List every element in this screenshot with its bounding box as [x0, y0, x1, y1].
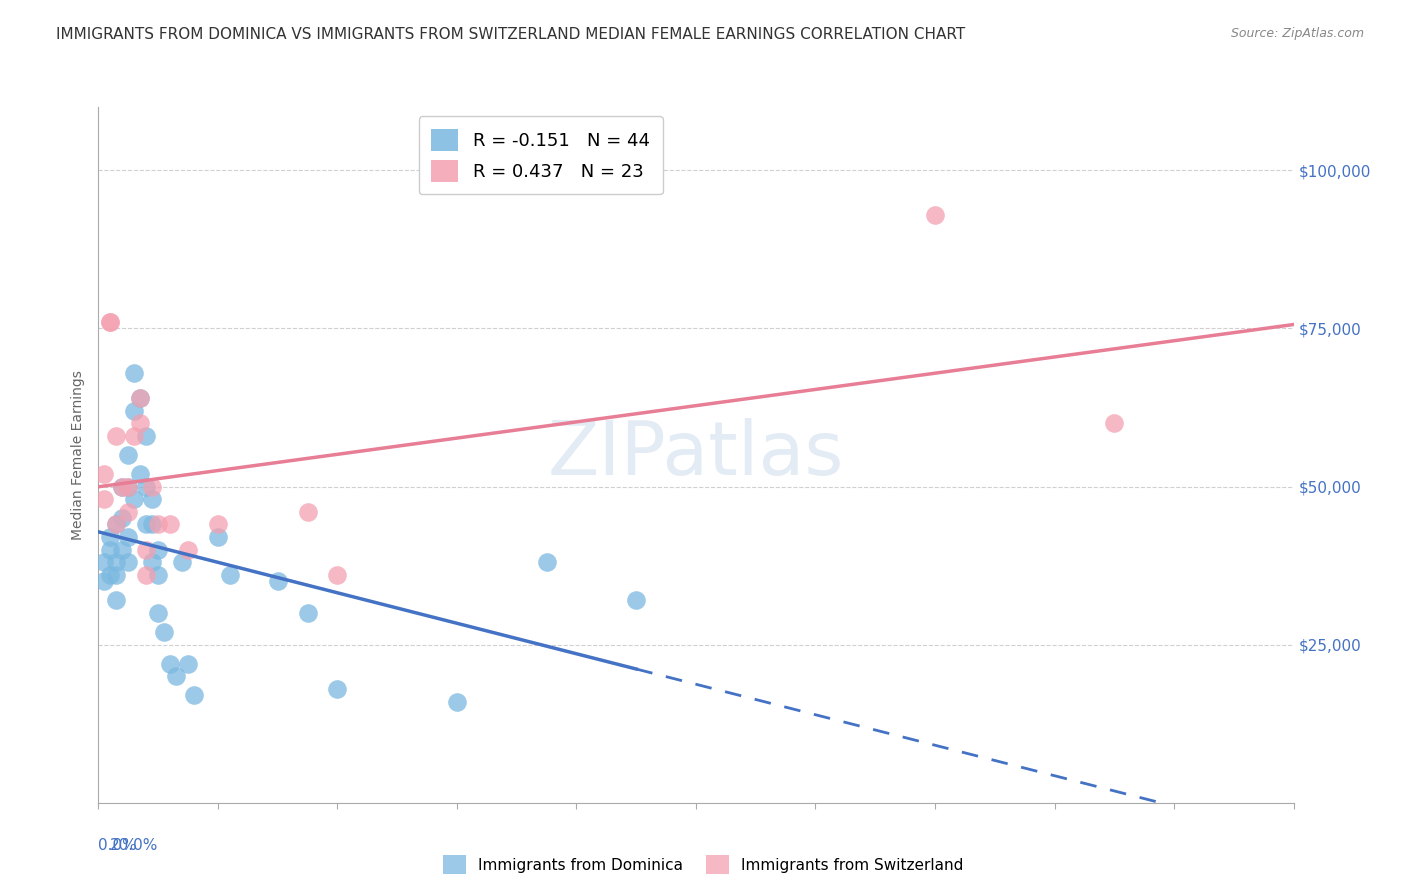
Point: [297, 606, 319, 620]
Point: [105, 517, 128, 532]
Point: [148, 568, 170, 582]
Point: [924, 208, 946, 222]
Point: [124, 403, 146, 417]
Point: [111, 542, 134, 557]
Point: [141, 479, 163, 493]
Point: [141, 556, 163, 570]
Point: [219, 568, 242, 582]
Point: [148, 542, 170, 557]
Point: [98, 315, 122, 329]
Point: [111, 479, 134, 493]
Point: [183, 688, 205, 702]
Point: [124, 366, 146, 380]
Point: [129, 391, 152, 405]
Point: [141, 492, 163, 507]
Point: [98, 542, 122, 557]
Point: [297, 505, 319, 519]
Point: [267, 574, 290, 589]
Point: [446, 695, 468, 709]
Point: [117, 479, 139, 493]
Point: [153, 625, 176, 640]
Point: [117, 556, 139, 570]
Point: [105, 568, 128, 582]
Point: [129, 391, 152, 405]
Point: [117, 479, 139, 493]
Point: [93, 492, 115, 507]
Point: [135, 568, 157, 582]
Point: [326, 568, 349, 582]
Point: [148, 606, 170, 620]
Text: 0.0%: 0.0%: [98, 838, 138, 853]
Point: [124, 429, 146, 443]
Point: [165, 669, 187, 683]
Text: 20.0%: 20.0%: [110, 838, 159, 853]
Point: [93, 467, 115, 481]
Point: [135, 517, 157, 532]
Point: [172, 556, 194, 570]
Point: [135, 429, 157, 443]
Point: [207, 517, 229, 532]
Point: [536, 556, 558, 570]
Point: [135, 542, 157, 557]
Point: [129, 417, 152, 431]
Point: [177, 657, 200, 671]
Point: [129, 467, 152, 481]
Point: [105, 556, 128, 570]
Point: [141, 517, 163, 532]
Point: [105, 517, 128, 532]
Point: [105, 429, 128, 443]
Point: [117, 505, 139, 519]
Point: [135, 479, 157, 493]
Point: [117, 530, 139, 544]
Point: [111, 479, 134, 493]
Point: [177, 542, 200, 557]
Point: [98, 530, 122, 544]
Point: [326, 681, 349, 696]
Text: Source: ZipAtlas.com: Source: ZipAtlas.com: [1230, 27, 1364, 40]
Point: [207, 530, 229, 544]
Point: [124, 492, 146, 507]
Point: [117, 448, 139, 462]
Point: [93, 574, 115, 589]
Point: [98, 568, 122, 582]
Text: IMMIGRANTS FROM DOMINICA VS IMMIGRANTS FROM SWITZERLAND MEDIAN FEMALE EARNINGS C: IMMIGRANTS FROM DOMINICA VS IMMIGRANTS F…: [56, 27, 966, 42]
Y-axis label: Median Female Earnings: Median Female Earnings: [70, 370, 84, 540]
Point: [1102, 417, 1125, 431]
Legend: Immigrants from Dominica, Immigrants from Switzerland: Immigrants from Dominica, Immigrants fro…: [437, 849, 969, 880]
Point: [159, 517, 181, 532]
Point: [624, 593, 647, 607]
Legend: R = -0.151   N = 44, R = 0.437   N = 23: R = -0.151 N = 44, R = 0.437 N = 23: [419, 116, 662, 194]
Point: [159, 657, 181, 671]
Point: [98, 315, 122, 329]
Point: [105, 593, 128, 607]
Point: [111, 511, 134, 525]
Text: ZIPatlas: ZIPatlas: [548, 418, 844, 491]
Point: [148, 517, 170, 532]
Point: [93, 556, 115, 570]
